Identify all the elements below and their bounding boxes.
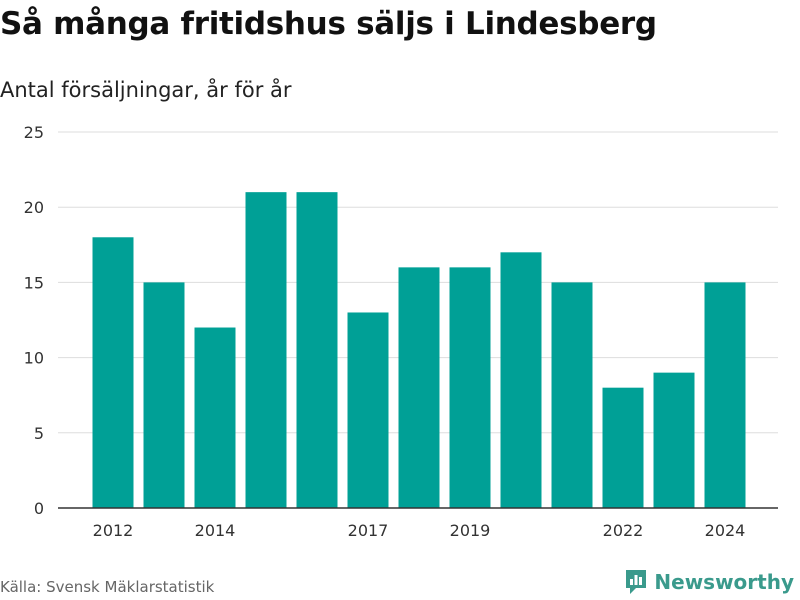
bar-2016 xyxy=(296,192,338,508)
bar-2017 xyxy=(347,312,389,508)
chart-subtitle: Antal försäljningar, år för år xyxy=(0,78,292,102)
bar-2021 xyxy=(551,282,593,508)
bar-2014 xyxy=(194,327,236,508)
x-tick-label: 2017 xyxy=(348,521,389,540)
source-note: Källa: Svensk Mäklarstatistik xyxy=(0,578,215,596)
bar-2023 xyxy=(653,372,695,508)
x-tick-label: 2012 xyxy=(93,521,134,540)
bar-2012 xyxy=(92,237,134,508)
y-tick-label: 20 xyxy=(24,198,44,217)
bar-2018 xyxy=(398,267,440,508)
y-tick-label: 15 xyxy=(24,273,44,292)
newsworthy-logo-icon xyxy=(626,570,647,594)
bar-2020 xyxy=(500,252,542,508)
chart-title: Så många fritidshus säljs i Lindesberg xyxy=(0,6,657,42)
bar-2015 xyxy=(245,192,287,508)
bar-2022 xyxy=(602,387,644,508)
y-tick-label: 10 xyxy=(24,349,44,368)
x-tick-label: 2014 xyxy=(195,521,236,540)
bar-2024 xyxy=(704,282,746,508)
y-tick-label: 0 xyxy=(34,499,44,518)
brand-logo: Newsworthy xyxy=(624,568,794,596)
x-tick-label: 2024 xyxy=(705,521,746,540)
y-tick-label: 5 xyxy=(34,424,44,443)
x-tick-label: 2019 xyxy=(450,521,491,540)
x-tick-label: 2022 xyxy=(603,521,644,540)
bar-2019 xyxy=(449,267,491,508)
y-tick-label: 25 xyxy=(24,123,44,142)
bar-chart: 0 5 10 15 20 25 2012 2014 2017 2019 2022 2024 xyxy=(24,123,778,540)
brand-name: Newsworthy xyxy=(654,570,794,594)
bar-2013 xyxy=(143,282,185,508)
